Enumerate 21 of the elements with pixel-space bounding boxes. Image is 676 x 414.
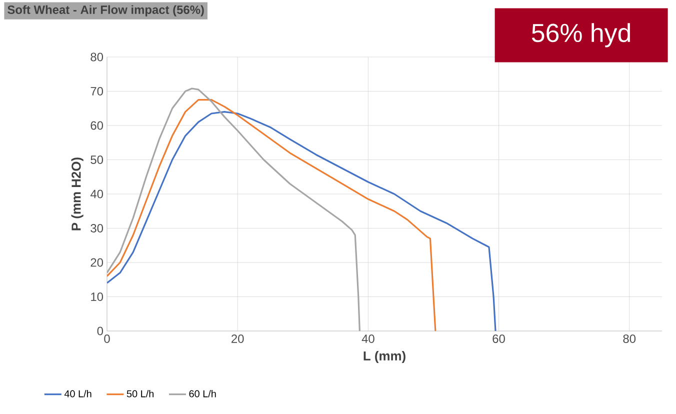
y-tick-label: 30 xyxy=(90,224,104,232)
x-tick-label: 0 xyxy=(104,334,110,343)
x-tick-label: 40 xyxy=(362,334,374,343)
text: 56% hyd xyxy=(532,23,630,48)
y-tick-label: 20 xyxy=(90,258,104,267)
x-axis-title: L (mm) xyxy=(364,350,406,364)
x-tick-label: 20 xyxy=(232,334,244,343)
chart-title: Soft Wheat - Air Flow impact (56%) xyxy=(8,5,204,16)
y-tick-label: 80 xyxy=(90,52,104,62)
y-tick-label: 0 xyxy=(97,326,104,336)
y-tick-label: 10 xyxy=(91,292,104,301)
y-tick-label: 60 xyxy=(90,121,104,130)
x-tick-label: 60 xyxy=(492,334,505,343)
legend-label: 40 L/h xyxy=(64,390,92,398)
legend-label: 60 L/h xyxy=(189,390,216,398)
legend-label: 50 L/h xyxy=(126,390,154,398)
x-tick-label: 80 xyxy=(623,334,636,343)
y-tick-label: 50 xyxy=(90,156,104,164)
y-tick-label: 40 xyxy=(90,190,104,198)
y-axis-title: P (mm H2O) xyxy=(71,158,84,230)
y-tick-label: 70 xyxy=(90,87,104,96)
